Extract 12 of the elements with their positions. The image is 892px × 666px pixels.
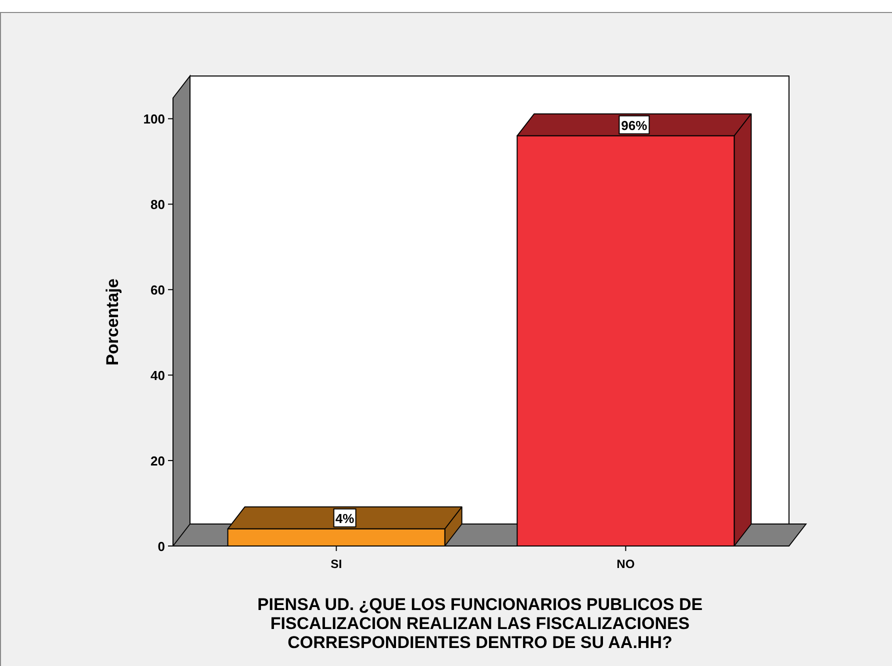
- x-tick-label: SI: [330, 557, 342, 571]
- data-label: 96%: [621, 118, 648, 133]
- x-axis-title: PIENSA UD. ¿QUE LOS FUNCIONARIOS PUBLICOS DE FISCALIZACION REALIZAN LAS FISCALIZACIONES CORRESPONDIENTES DENTRO DE SU AA.HH?: [257, 595, 703, 652]
- y-tick-label: 0: [158, 539, 165, 554]
- y-tick-label: 60: [150, 282, 165, 298]
- y-tick-label: 100: [143, 112, 165, 127]
- x-tick-label: NO: [616, 557, 635, 571]
- y-tick-label: 80: [150, 197, 165, 212]
- y-axis-title: Porcentaje: [103, 278, 122, 366]
- data-label: 4%: [335, 510, 355, 526]
- y-tick-label: 20: [150, 454, 165, 469]
- y-tick-label: 40: [150, 368, 165, 384]
